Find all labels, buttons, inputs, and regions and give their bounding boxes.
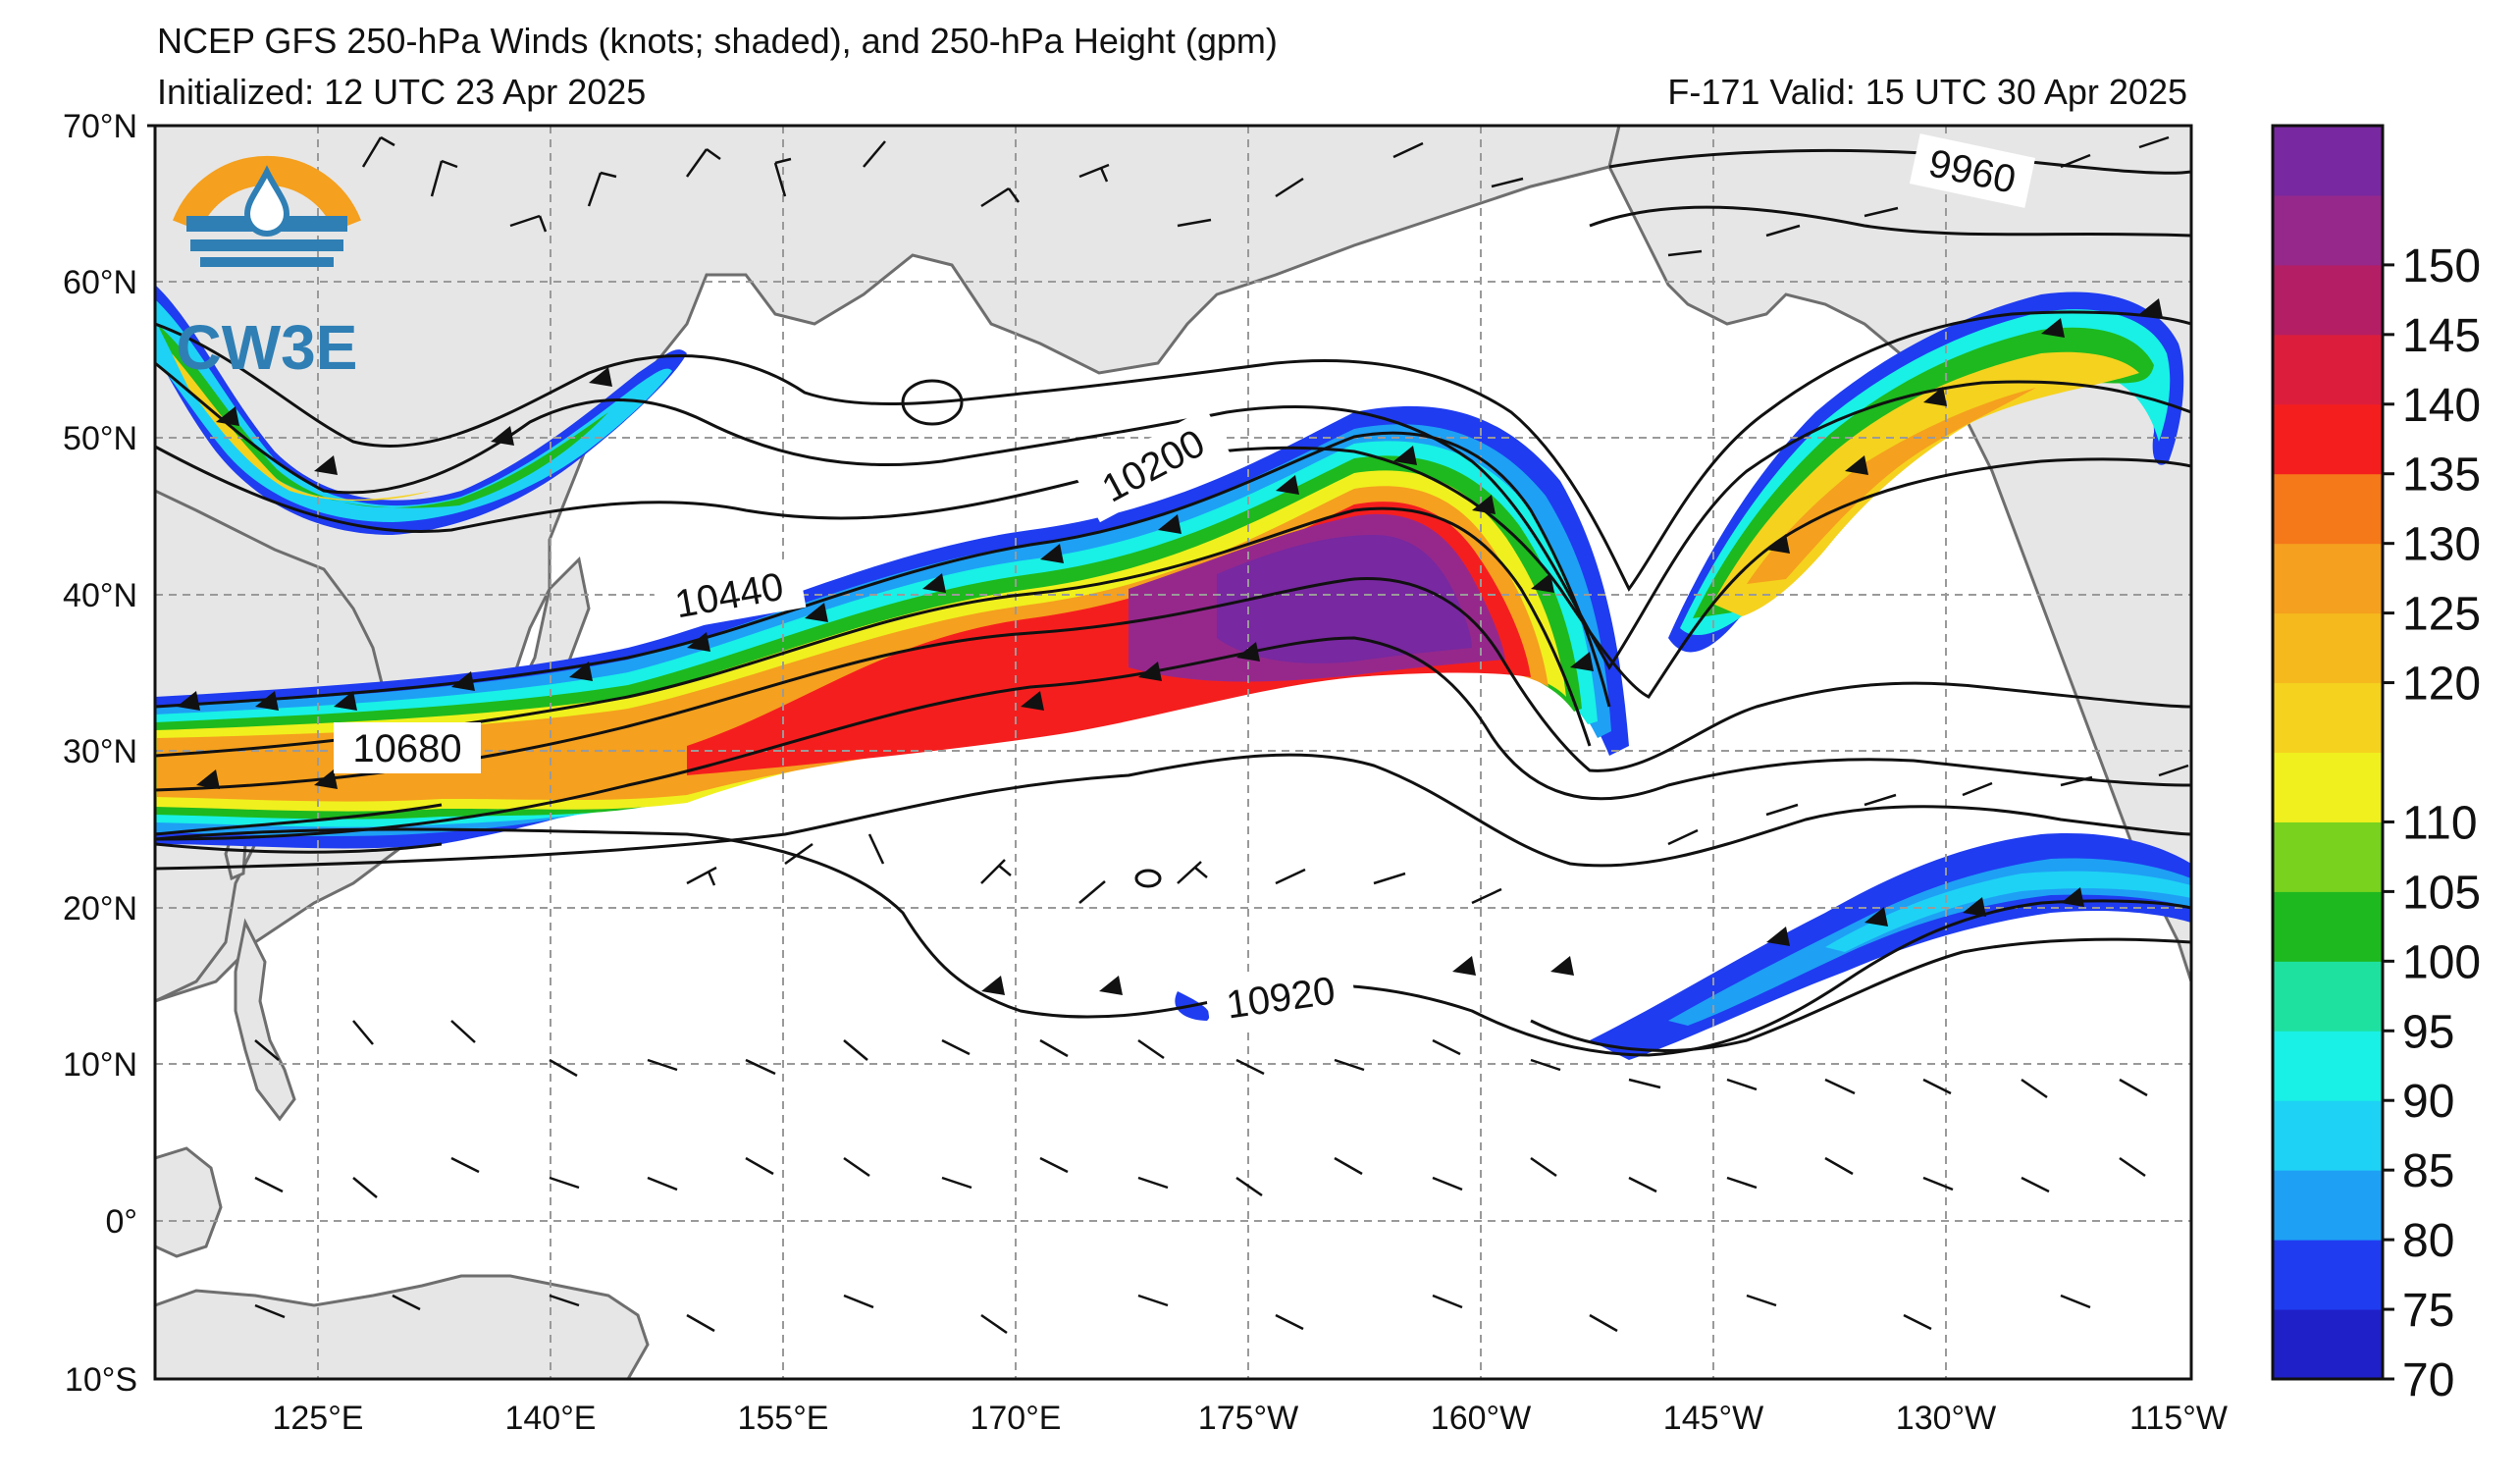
colorbar-frame (2271, 124, 2385, 1381)
jet-main (155, 405, 1629, 849)
map-panel: 9960 10200 10440 10680 10920 CW3E (153, 124, 2193, 1381)
wind-flags (177, 298, 2163, 995)
colorbar-bin-115 (2273, 682, 2383, 753)
colorbar-label: 110 (2402, 797, 2478, 849)
valid-time: F-171 Valid: 15 UTC 30 Apr 2025 (1667, 72, 2187, 112)
lon-label-175w: 175°W (1198, 1400, 1298, 1437)
lat-label-10n: 10°N (63, 1046, 137, 1084)
colorbar-bins (2273, 126, 2383, 1380)
lon-label-145w: 145°W (1663, 1400, 1763, 1437)
jet-nw (155, 285, 687, 535)
colorbar-bin-150 (2273, 194, 2383, 266)
colorbar-label: 80 (2402, 1215, 2454, 1267)
logo-wave-2 (190, 239, 343, 251)
water-drop-icon (243, 165, 290, 237)
lon-label-115w: 115°W (2129, 1400, 2228, 1437)
lat-axis: 70°N 60°N 50°N 40°N 30°N 20°N 10°N 0° 10… (63, 108, 155, 1399)
colorbar-bin-135 (2273, 403, 2383, 475)
colorbar-label: 105 (2402, 867, 2481, 919)
contour-label-10680: 10680 (334, 722, 481, 773)
lat-label-70n: 70°N (63, 108, 137, 145)
lat-label-0: 0° (105, 1203, 137, 1241)
colorbar-bin-140 (2273, 334, 2383, 405)
land-philippines (234, 918, 296, 1122)
colorbar-label: 70 (2402, 1354, 2454, 1406)
colorbar-bin-90 (2273, 1031, 2383, 1101)
contour-label-9960: 9960 (1909, 133, 2036, 208)
colorbar-label: 145 (2402, 310, 2481, 362)
lon-label-160w: 160°W (1431, 1400, 1531, 1437)
logo-text: CW3E (177, 312, 358, 383)
colorbar-bin-100 (2273, 891, 2383, 962)
colorbar-bin-95 (2273, 961, 2383, 1032)
colorbar-bin-120 (2273, 612, 2383, 684)
init-time: Initialized: 12 UTC 23 Apr 2025 (157, 72, 647, 112)
lat-label-50n: 50°N (63, 420, 137, 457)
lat-label-10s: 10°S (65, 1361, 137, 1399)
colorbar-bin-110 (2273, 752, 2383, 822)
colorbar: 150 145 140 135 130 125 120 110 105 100 95 90 85 80 75… (2271, 124, 2481, 1406)
wind-shading (155, 285, 2191, 1060)
lon-label-130w: 130°W (1896, 1400, 1996, 1437)
colorbar-bin-145 (2273, 264, 2383, 336)
colorbar-label: 95 (2402, 1006, 2454, 1058)
colorbar-label: 130 (2402, 519, 2481, 571)
colorbar-label: 120 (2402, 659, 2481, 711)
colorbar-label: 135 (2402, 450, 2481, 502)
lat-label-20n: 20°N (63, 890, 137, 927)
colorbar-bin-130 (2273, 473, 2383, 545)
jet-ne (1668, 291, 2184, 653)
wind-barbs (254, 135, 2189, 1335)
lon-axis: 125°E 140°E 155°E 170°E 175°W 160°W 145°… (272, 1400, 2227, 1437)
colorbar-label: 140 (2402, 380, 2481, 432)
colorbar-labels: 150 145 140 135 130 125 120 110 105 100 95 90 85 80 75… (2402, 240, 2481, 1406)
map-title: NCEP GFS 250-hPa Winds (knots; shaded), … (157, 21, 1278, 61)
colorbar-bin-105 (2273, 821, 2383, 892)
colorbar-bin-155 (2273, 126, 2383, 196)
lon-label-140e: 140°E (504, 1400, 596, 1437)
colorbar-label: 85 (2402, 1145, 2454, 1197)
colorbar-label: 75 (2402, 1285, 2454, 1337)
contour-label-10920: 10920 (1204, 961, 1357, 1033)
lat-label-60n: 60°N (63, 264, 137, 301)
jet-se (1175, 833, 2191, 1060)
colorbar-label: 150 (2402, 240, 2481, 292)
colorbar-label: 90 (2402, 1076, 2454, 1128)
lon-label-155e: 155°E (737, 1400, 828, 1437)
lat-label-40n: 40°N (63, 577, 137, 614)
colorbar-bin-80 (2273, 1170, 2383, 1241)
map-frame (153, 124, 2193, 1381)
lon-label-170e: 170°E (970, 1400, 1061, 1437)
colorbar-label: 100 (2402, 936, 2481, 988)
colorbar-bin-85 (2273, 1100, 2383, 1171)
cw3e-logo: CW3E (173, 155, 361, 383)
colorbar-bin-70 (2273, 1309, 2383, 1380)
land-newguinea (155, 1274, 650, 1379)
lon-label-125e: 125°E (272, 1400, 363, 1437)
colorbar-bin-125 (2273, 543, 2383, 614)
logo-wave-3 (200, 257, 334, 267)
colorbar-ticks (2383, 263, 2394, 1381)
land-borneo (155, 1146, 223, 1258)
svg-text:10680: 10680 (352, 727, 461, 770)
lat-label-30n: 30°N (63, 733, 137, 770)
colorbar-label: 125 (2402, 589, 2481, 641)
colorbar-bin-75 (2273, 1240, 2383, 1310)
